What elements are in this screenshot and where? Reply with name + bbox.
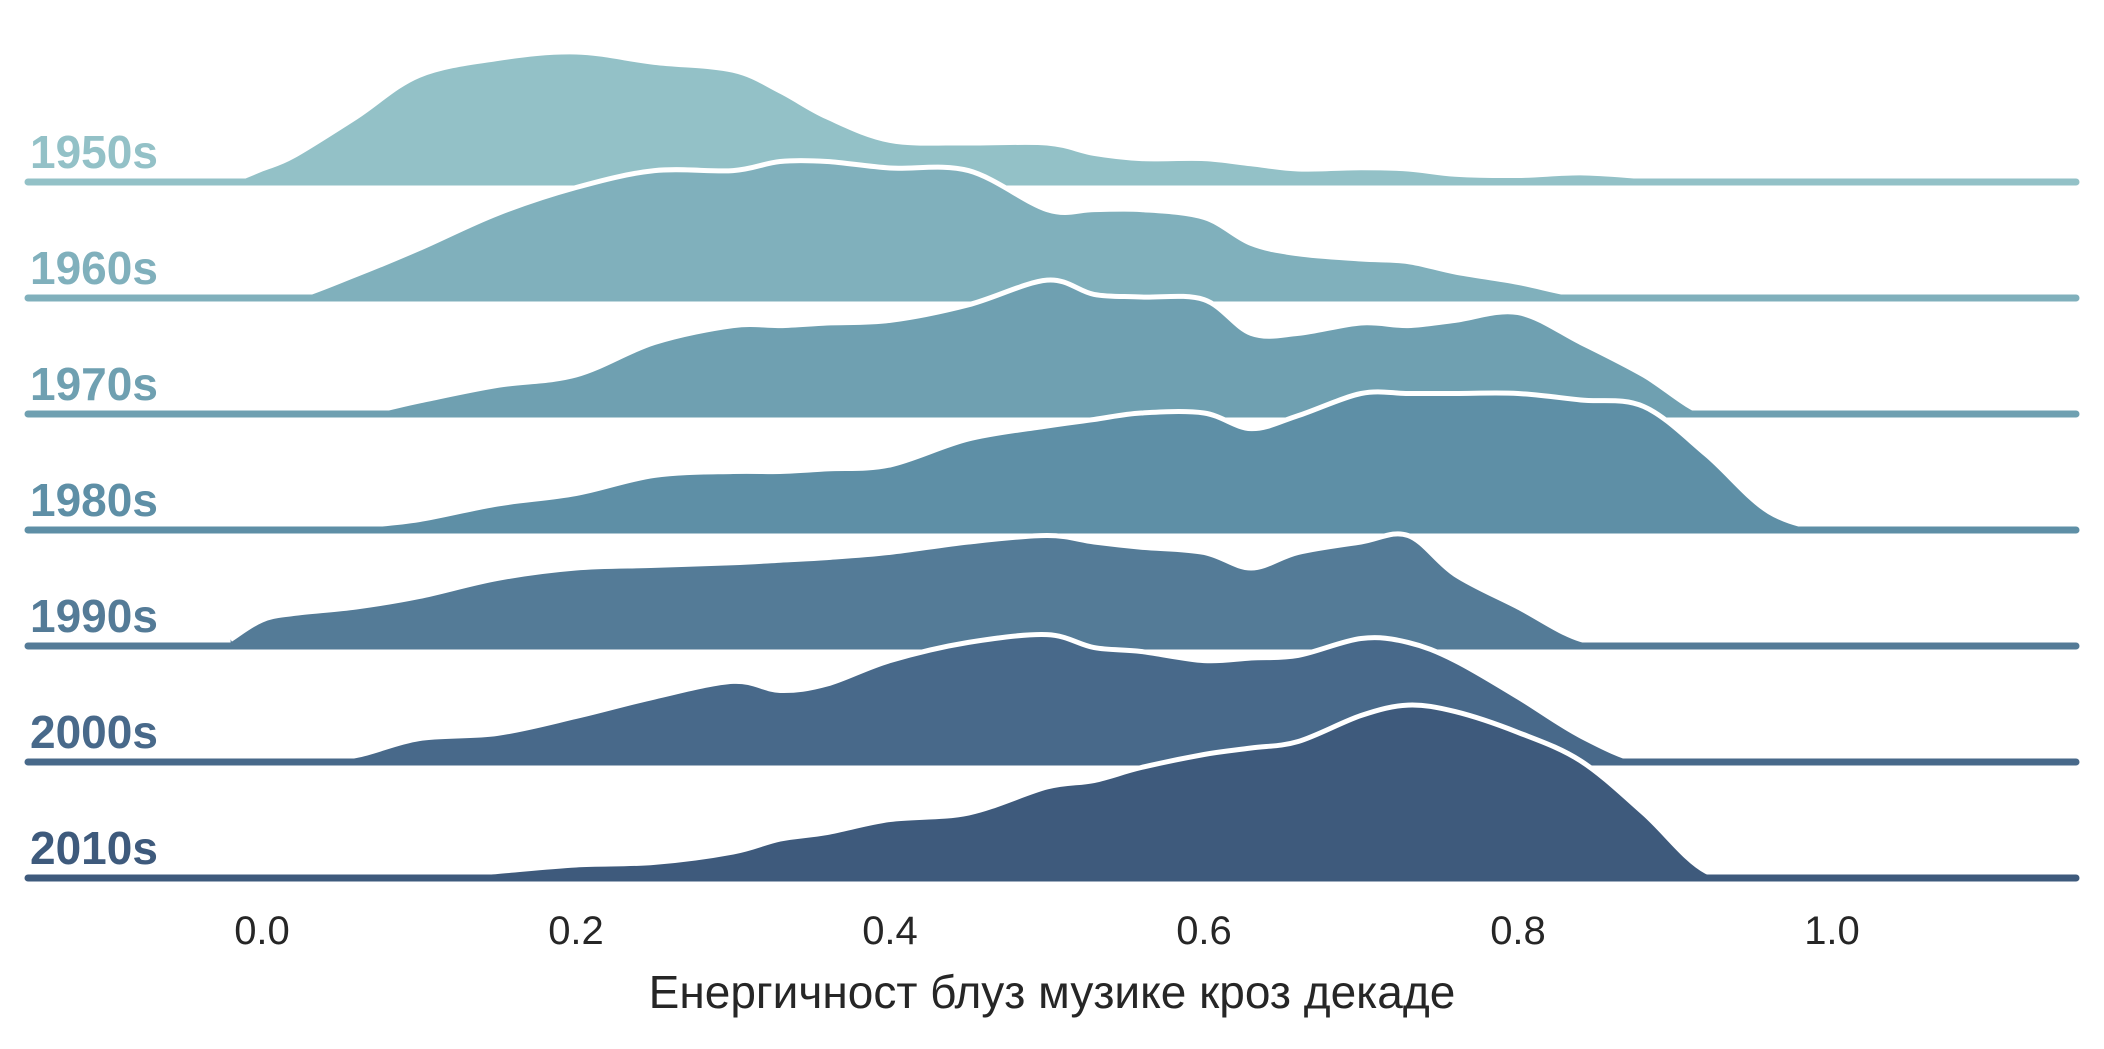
x-axis-title: Енергичност блуз музике кроз декаде [649, 966, 1456, 1018]
decade-label: 1950s [30, 126, 158, 178]
x-tick-label: 0.6 [1176, 909, 1232, 953]
x-tick-label: 0.4 [862, 909, 918, 953]
density-area-2010s [230, 705, 1895, 879]
decade-label: 1970s [30, 358, 158, 410]
decade-label: 1990s [30, 590, 158, 642]
decade-label: 2000s [30, 706, 158, 758]
density-outline-1970s [230, 277, 1895, 420]
ridge-1970s: 1970s [24, 277, 2080, 420]
ridge-1950s: 1950s [24, 49, 2080, 186]
decade-label: 1980s [30, 474, 158, 526]
density-area-1960s [230, 160, 1895, 300]
ridge-1980s: 1980s [24, 389, 2080, 534]
density-area-1990s [230, 533, 1895, 647]
density-area-2000s [230, 634, 1895, 764]
decade-label: 2010s [30, 822, 158, 874]
x-tick-label: 0.0 [234, 909, 290, 953]
ridge-2000s: 2000s [24, 631, 2080, 767]
x-tick-label: 0.8 [1490, 909, 1546, 953]
decade-label: 1960s [30, 242, 158, 294]
density-area-1980s [230, 391, 1895, 532]
x-tick-label: 1.0 [1804, 909, 1860, 953]
ridges: 1950s 1960s 1970s 1980s 1990s 2000s 2010s [24, 49, 2080, 882]
ridge-2010s: 2010s [24, 702, 2080, 882]
density-outline-1950s [229, 49, 1895, 185]
density-outline-2010s [230, 702, 1895, 881]
x-tick-label: 0.2 [548, 909, 604, 953]
x-axis-ticks: 0.0 0.2 0.4 0.6 0.8 1.0 [234, 909, 1860, 953]
density-area-1950s [230, 51, 1895, 183]
density-outline-1990s [229, 531, 1895, 649]
ridge-1990s: 1990s [24, 531, 2080, 650]
density-outline-2000s [230, 631, 1895, 767]
density-outline-1980s [230, 389, 1895, 534]
density-area-1970s [230, 279, 1895, 417]
